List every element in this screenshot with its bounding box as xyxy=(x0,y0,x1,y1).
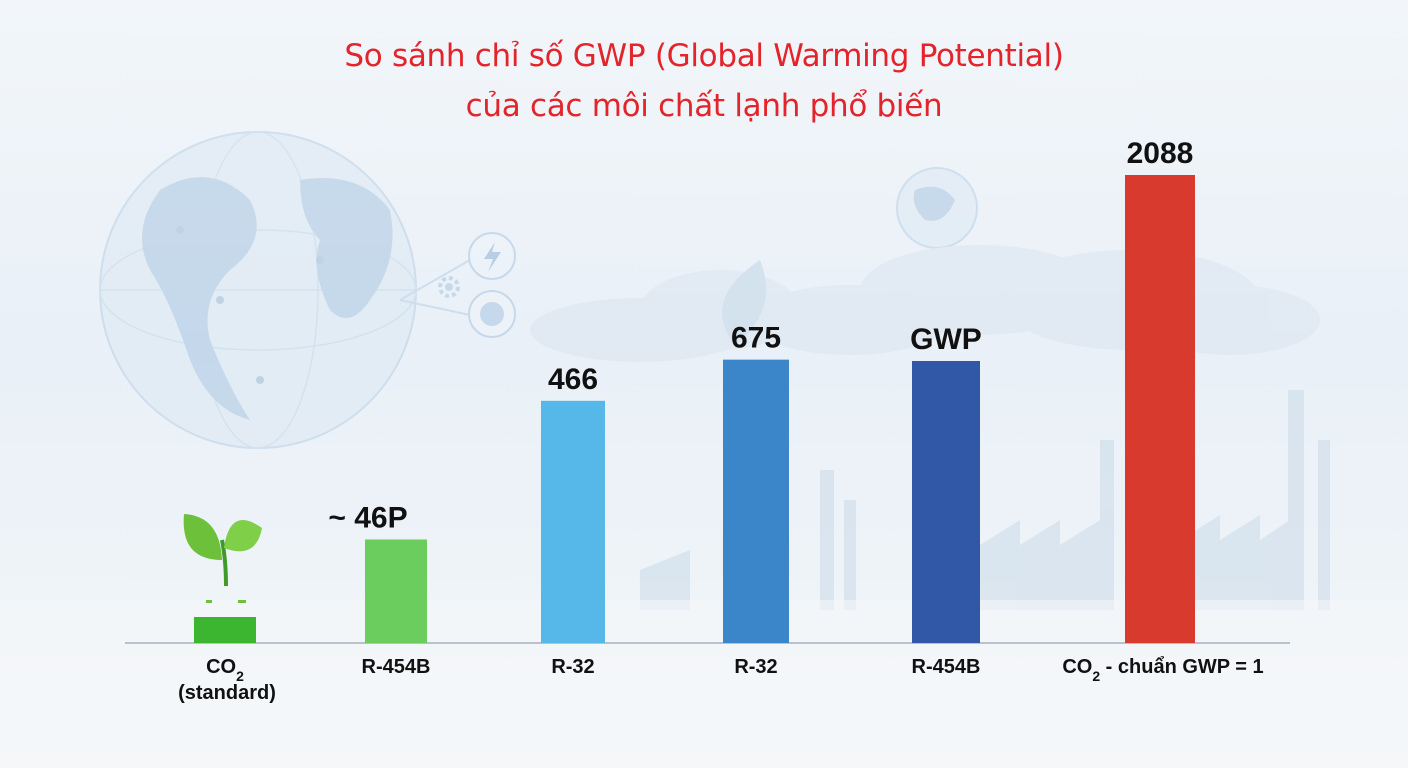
value-label-4: 675 xyxy=(731,322,781,355)
bar-4 xyxy=(723,359,789,643)
bar-3 xyxy=(541,400,605,643)
category-label-1: CO2 xyxy=(206,656,244,684)
value-label-5: GWP xyxy=(910,323,982,356)
category-label-6: CO2 - chuẩn GWP = 1 xyxy=(1062,656,1263,684)
category-label-3: R-32 xyxy=(551,656,594,678)
factory-icon xyxy=(640,390,1330,610)
value-label-2: ~ 46P xyxy=(328,501,407,534)
value-label-6: 2088 xyxy=(1127,137,1194,170)
category-label-4: R-32 xyxy=(734,656,777,678)
chart-title-line-2: của các môi chất lạnh phổ biến xyxy=(465,88,943,124)
category-label-5: R-454B xyxy=(912,656,981,678)
bar-5 xyxy=(912,361,980,643)
bar-6 xyxy=(1125,175,1195,643)
bar-2 xyxy=(365,539,427,643)
globe-icon xyxy=(99,131,417,449)
lightning-icon xyxy=(484,242,501,272)
leaf-icon xyxy=(722,260,767,345)
category-label-1-line2: (standard) xyxy=(178,682,276,704)
value-label-3: 466 xyxy=(548,363,598,396)
category-label-2: R-454B xyxy=(362,656,431,678)
seedling-icon xyxy=(183,514,262,603)
gear-icon xyxy=(438,276,460,298)
bar-1 xyxy=(194,617,256,643)
chart-title-line-1: So sánh chỉ số GWP (Global Warming Poten… xyxy=(344,38,1064,74)
